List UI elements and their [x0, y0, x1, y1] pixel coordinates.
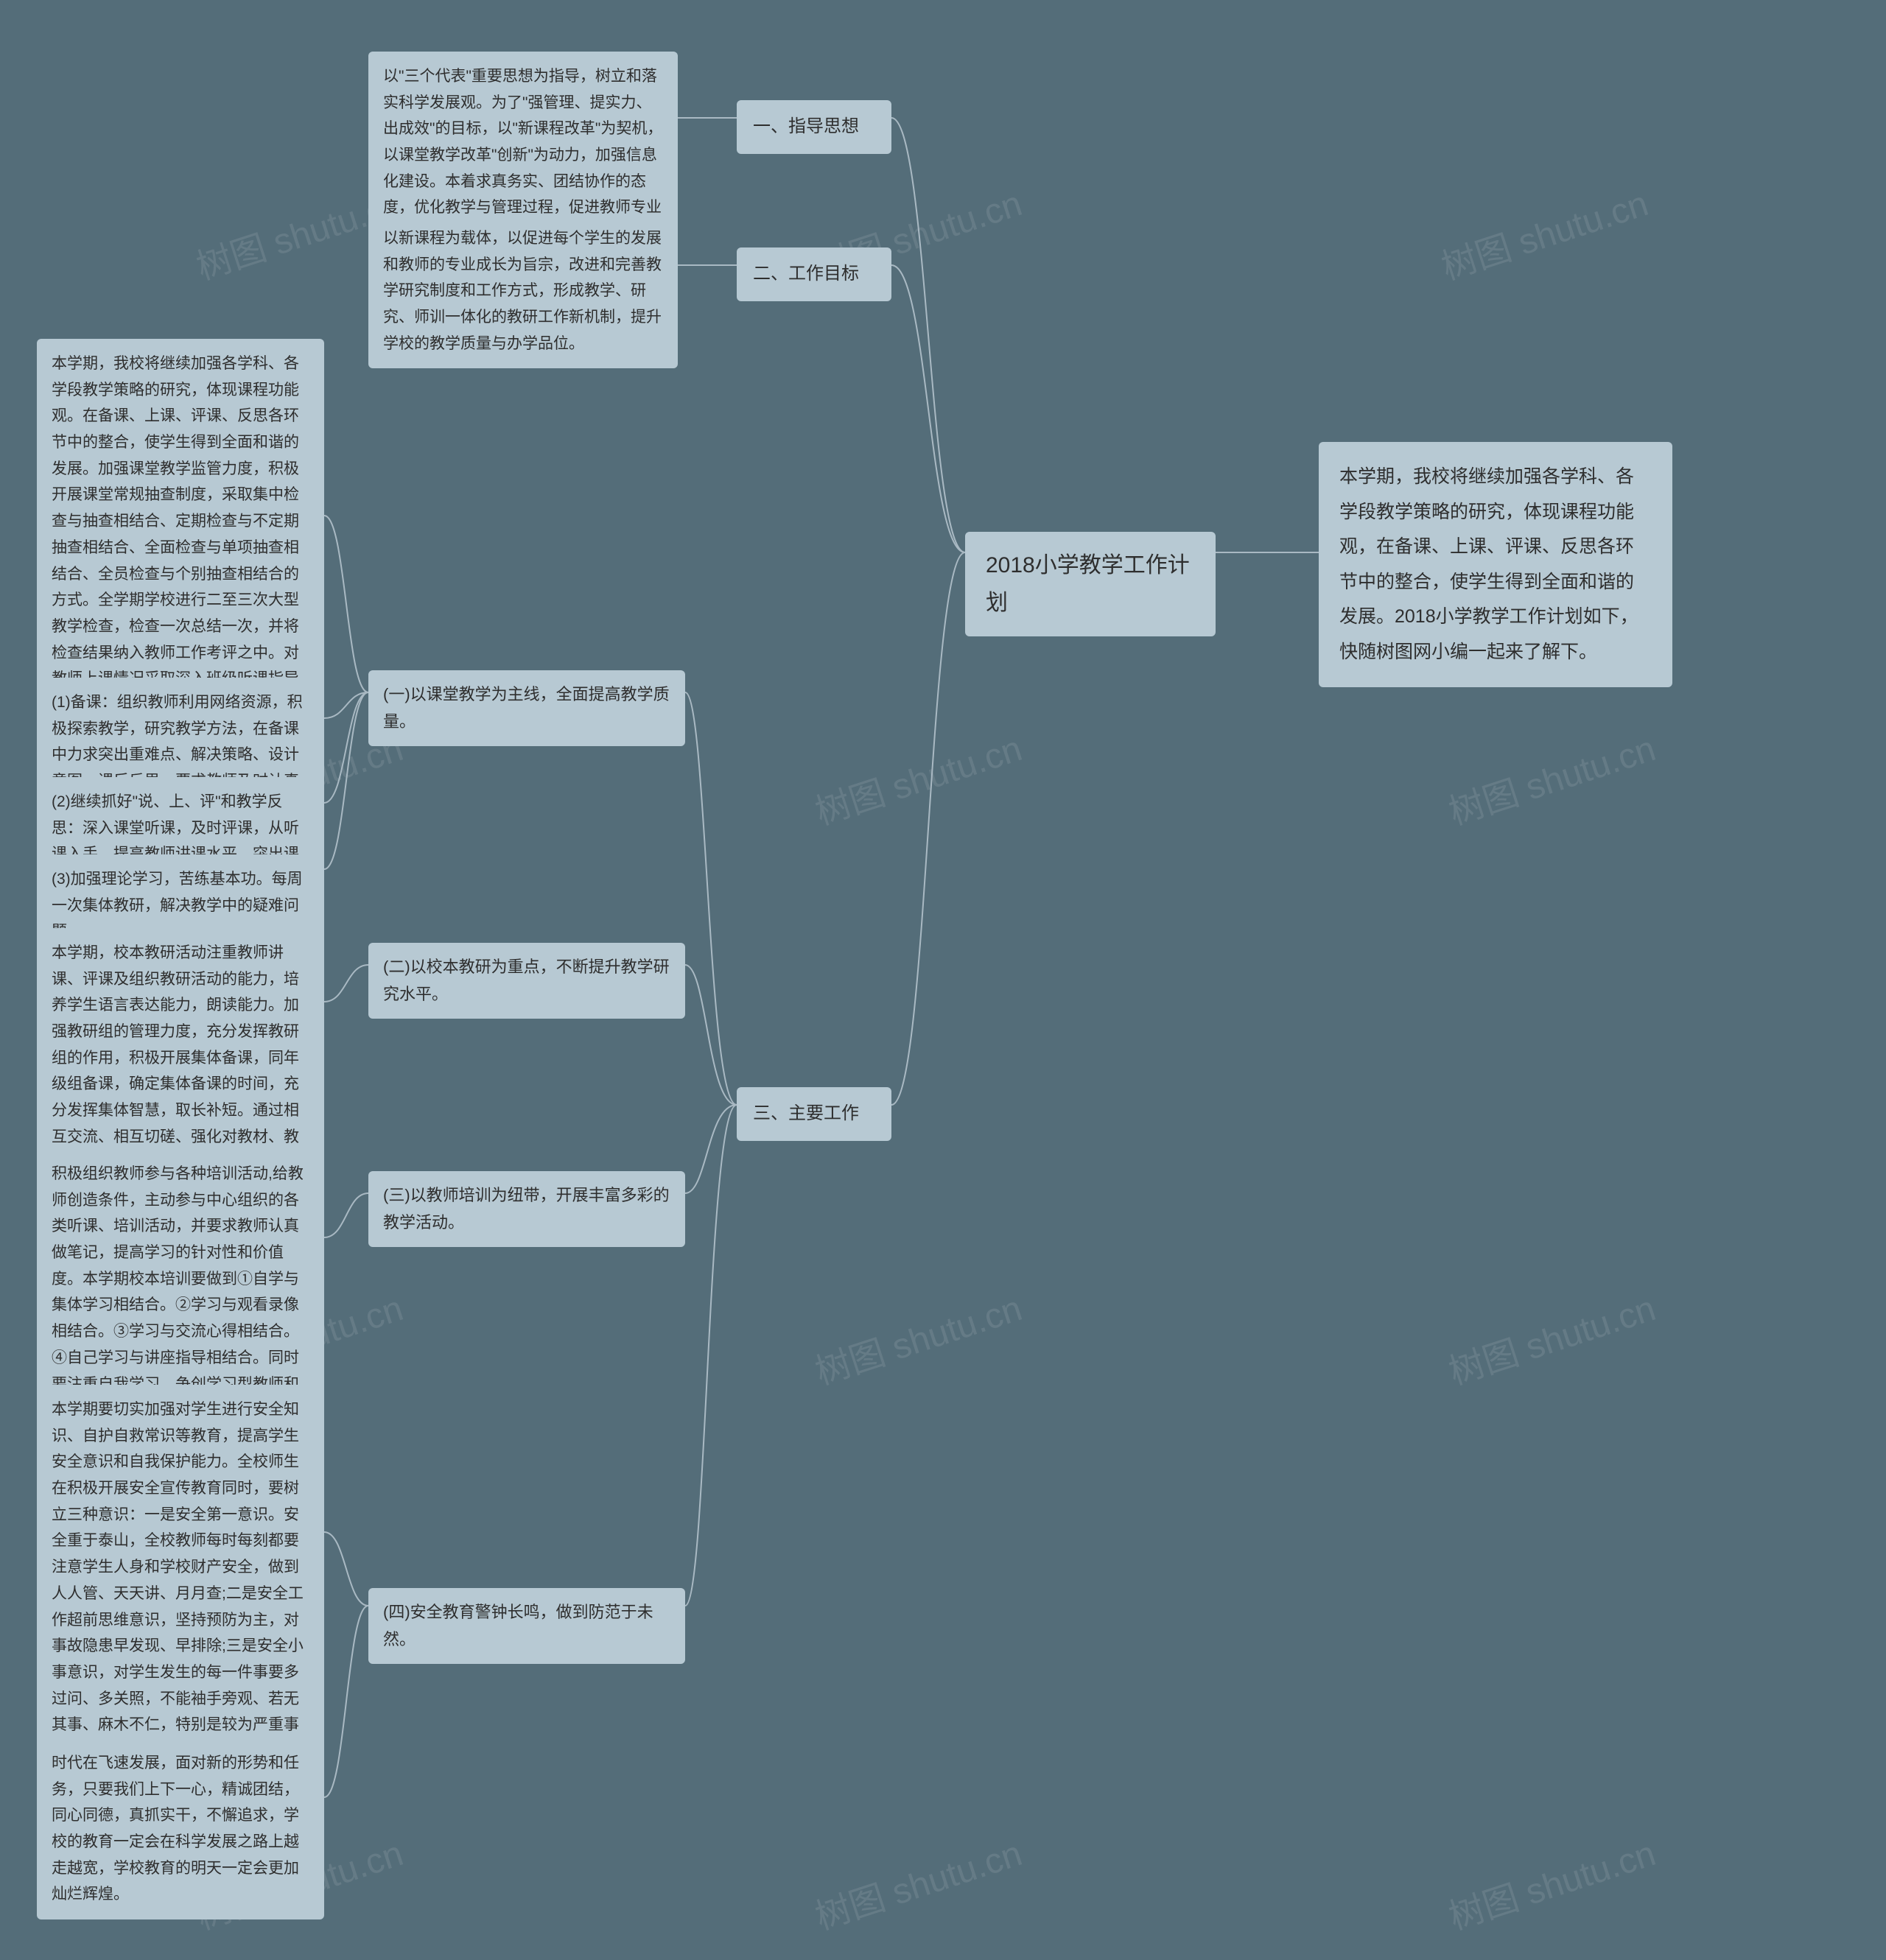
sub-4-leaf-0: 本学期要切实加强对学生进行安全知识、自护自救常识等教育，提高学生安全意识和自我保…: [37, 1385, 324, 1777]
section-3[interactable]: 三、主要工作: [737, 1087, 891, 1141]
root-node[interactable]: 2018小学教学工作计划: [965, 532, 1216, 636]
section-2[interactable]: 二、工作目标: [737, 247, 891, 301]
sub-4-leaf-1: 时代在飞速发展，面对新的形势和任务，只要我们上下一心，精诚团结，同心同德，真抓实…: [37, 1738, 324, 1919]
sub-2[interactable]: (二)以校本教研为重点，不断提升教学研究水平。: [368, 943, 685, 1019]
section-1[interactable]: 一、指导思想: [737, 100, 891, 154]
summary-node: 本学期，我校将继续加强各学科、各学段教学策略的研究，体现课程功能观，在备课、上课…: [1319, 442, 1672, 687]
section-2-leaf: 以新课程为载体，以促进每个学生的发展和教师的专业成长为旨宗，改进和完善教学研究制…: [368, 214, 678, 368]
sub-1[interactable]: (一)以课堂教学为主线，全面提高教学质量。: [368, 670, 685, 746]
sub-3[interactable]: (三)以教师培训为纽带，开展丰富多彩的教学活动。: [368, 1171, 685, 1247]
sub-4[interactable]: (四)安全教育警钟长鸣，做到防范于未然。: [368, 1588, 685, 1664]
